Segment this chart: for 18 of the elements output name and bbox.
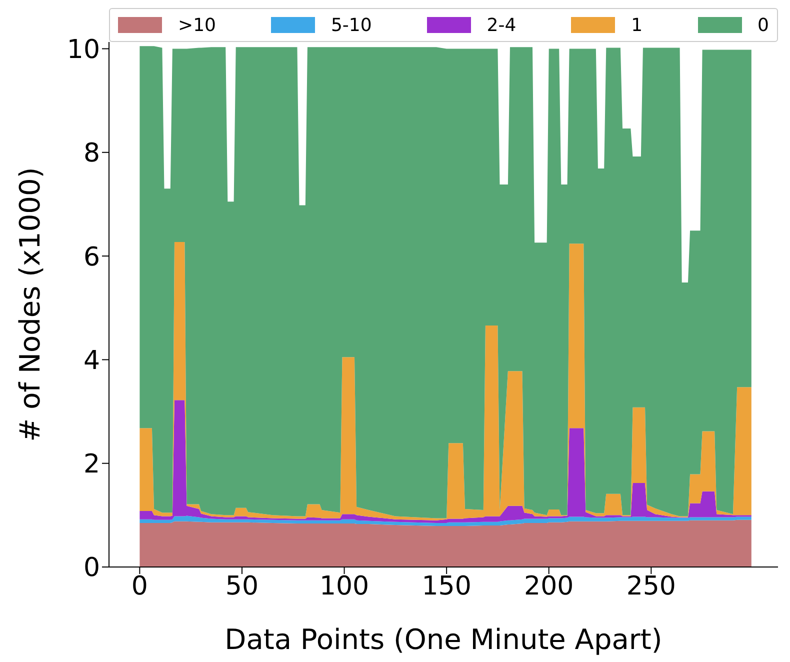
y-tick-label: 2 — [83, 450, 100, 480]
legend-label: 5-10 — [330, 14, 372, 36]
legend-label: 2-4 — [486, 14, 516, 36]
x-tick-label: 100 — [319, 571, 370, 602]
x-axis-title: Data Points (One Minute Apart) — [224, 623, 662, 656]
x-tick-label: 0 — [131, 571, 148, 602]
legend-label: 1 — [631, 14, 643, 36]
y-tick-label: 4 — [83, 346, 100, 376]
legend-label: >10 — [178, 14, 216, 36]
legend-label: 0 — [758, 14, 769, 36]
y-tick-label: 8 — [83, 138, 100, 169]
y-tick-label: 10 — [66, 34, 100, 65]
x-tick-label: 250 — [626, 571, 676, 602]
y-axis-title: # of Nodes (x1000) — [14, 167, 46, 442]
x-tick-label: 150 — [422, 571, 472, 602]
y-tick-label: 6 — [83, 242, 100, 272]
x-tick-label: 50 — [225, 571, 259, 602]
x-tick-label: 200 — [524, 571, 574, 602]
